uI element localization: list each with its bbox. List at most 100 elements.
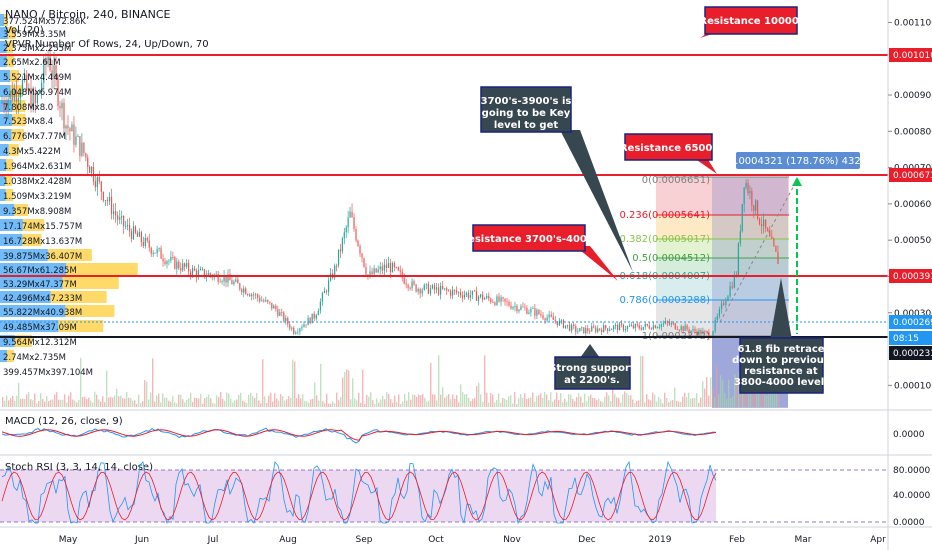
candle-body <box>34 92 36 104</box>
candle-body <box>351 211 353 218</box>
candle-body <box>646 323 648 326</box>
macd-value: 0.0000 <box>893 430 925 440</box>
volume-bar <box>240 392 242 407</box>
vpvr-label: 4.3Mx5.422M <box>3 147 61 157</box>
candle-body <box>524 307 526 309</box>
price-badge <box>889 48 932 62</box>
volume-bar <box>198 398 200 407</box>
candle-body <box>670 323 672 325</box>
sr-lines <box>0 54 888 338</box>
candle-body <box>552 316 554 320</box>
volume-bar <box>584 393 586 407</box>
volume-bar <box>494 402 496 407</box>
volume-bar <box>656 401 658 407</box>
time-label: Oct <box>428 535 444 545</box>
vpvr-up-bar <box>0 85 11 97</box>
volume-bar <box>506 399 508 407</box>
volume-bar <box>456 395 458 407</box>
candle-body <box>419 288 421 294</box>
fib-label: 0.786(0.0003288) <box>619 295 710 306</box>
volume-bar <box>152 358 154 407</box>
volume-bar <box>272 401 274 407</box>
candle-body <box>569 324 571 331</box>
volume-bar <box>712 387 714 407</box>
volume-bar <box>480 394 482 407</box>
volume-bar <box>388 393 390 407</box>
volume-bar <box>730 398 732 407</box>
volume-bar <box>186 399 188 407</box>
candle-body <box>336 265 338 267</box>
vpvr-down-bar <box>6 159 14 171</box>
candle-body <box>65 125 67 129</box>
volume-bar <box>628 395 630 407</box>
volume-bar <box>520 393 522 407</box>
volume-bar <box>548 400 550 407</box>
vpvr-up-bar <box>0 189 6 201</box>
volume-bar <box>424 397 426 407</box>
volume-bar <box>82 396 84 407</box>
volume-bar <box>650 400 652 407</box>
vpvr-label: 3.559Mx3.35M <box>3 30 66 40</box>
vpvr-up-bar <box>0 350 8 362</box>
candle-body <box>85 153 87 158</box>
volume-bar <box>262 359 264 407</box>
candle-body <box>63 102 65 129</box>
volume-bar <box>496 399 498 407</box>
candle-body <box>152 252 154 254</box>
vpvr-label: 7.523Mx8.4 <box>3 117 53 127</box>
candle-body <box>69 128 71 132</box>
volume-bar <box>254 397 256 407</box>
volume-bar <box>362 369 364 407</box>
volume-bar <box>230 398 232 407</box>
candle-body <box>644 323 646 327</box>
volume-bar <box>680 401 682 407</box>
candle-body <box>656 327 658 329</box>
callout-resistance-10000: Resistance 10000. <box>699 16 802 27</box>
candle-body <box>477 296 480 301</box>
candle-body <box>71 124 73 132</box>
volume-bar <box>474 397 476 407</box>
candle-body <box>512 306 514 309</box>
candle-body <box>98 177 100 182</box>
volume-bar <box>334 403 336 407</box>
candle-body <box>484 298 486 300</box>
volume-bar <box>102 396 104 407</box>
volume-bar <box>458 402 460 407</box>
volume-bar <box>776 392 778 407</box>
candle-body <box>140 232 142 243</box>
volume-bar <box>46 396 48 407</box>
volume-bar <box>754 381 756 407</box>
candle-body <box>148 240 150 248</box>
vpvr-down-bar <box>4 14 8 26</box>
volume-bar <box>28 392 30 407</box>
volume-bar <box>104 402 106 407</box>
candle-body <box>613 325 615 330</box>
volume-bar <box>20 398 22 407</box>
candle-body <box>599 328 601 330</box>
volume-bar <box>36 403 38 407</box>
volume-bar <box>74 400 76 407</box>
volume-bar <box>644 402 646 407</box>
candle-body <box>166 261 168 264</box>
candle-body <box>678 329 680 331</box>
volume-bar <box>14 400 16 407</box>
volume-bar <box>204 398 206 407</box>
stoch-tick: 0.0000 <box>893 518 925 528</box>
vpvr-label: 5.521Mx4.449M <box>3 73 71 83</box>
volume-bar <box>692 398 694 407</box>
price-axis[interactable]: 0.00110000.00090000.00080000.00070000.00… <box>887 0 932 550</box>
candle-body <box>170 257 172 261</box>
candle-body <box>538 309 540 315</box>
candle-body <box>595 327 597 332</box>
volume-bar <box>466 393 468 407</box>
volume-bar <box>384 399 386 407</box>
volume-bar <box>172 396 174 407</box>
volume-bar <box>380 399 382 407</box>
volume-bar <box>378 402 380 407</box>
candle-body <box>243 288 245 293</box>
volume-bar <box>142 400 144 407</box>
candle-body <box>189 271 192 275</box>
volume-bar <box>166 397 168 407</box>
candle-body <box>622 324 625 330</box>
time-axis[interactable]: May Jun Jul Aug Sep Oct Nov Dec 2019 Feb Mar Apr <box>59 535 886 545</box>
